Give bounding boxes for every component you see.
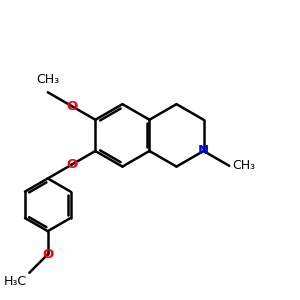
Text: CH₃: CH₃ <box>36 74 59 86</box>
Text: H₃C: H₃C <box>3 275 26 288</box>
Text: O: O <box>66 100 77 112</box>
Text: CH₃: CH₃ <box>232 159 255 172</box>
Text: O: O <box>42 248 53 261</box>
Text: O: O <box>66 158 77 171</box>
Text: N: N <box>198 145 209 158</box>
